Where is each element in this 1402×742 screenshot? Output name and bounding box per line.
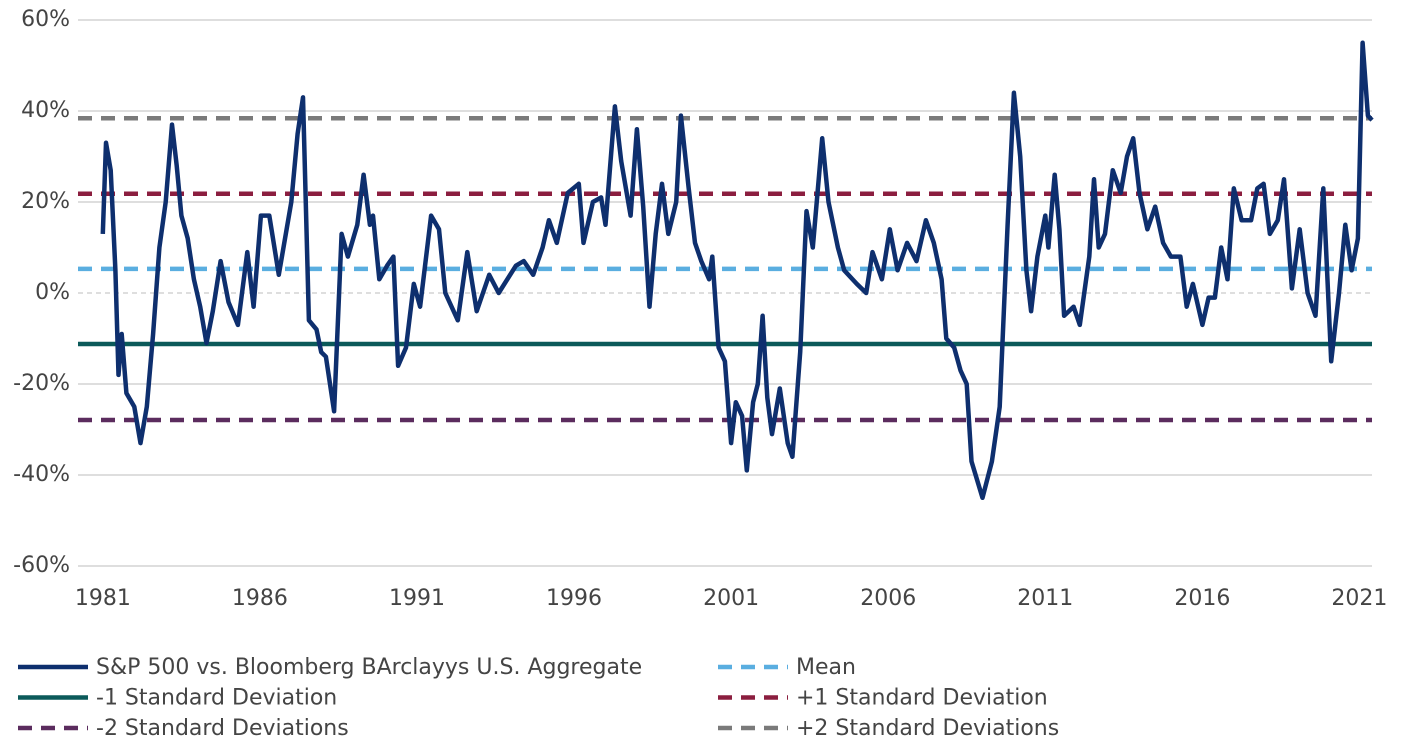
legend-label: +2 Standard Deviations xyxy=(796,716,1059,741)
series-line xyxy=(100,40,1374,501)
legend-label: -2 Standard Deviations xyxy=(96,716,349,741)
x-tick-label: 1981 xyxy=(75,586,131,611)
legend-label: -1 Standard Deviation xyxy=(96,686,337,711)
x-tick-label: 1991 xyxy=(389,586,445,611)
y-tick-label: 40% xyxy=(21,98,70,123)
x-tick-label: 2006 xyxy=(860,586,916,611)
x-tick-label: 1996 xyxy=(546,586,602,611)
y-tick-label: -20% xyxy=(13,371,70,396)
x-tick-label: 2001 xyxy=(703,586,759,611)
y-tick-label: -40% xyxy=(13,462,70,487)
x-tick-label: 2021 xyxy=(1331,586,1387,611)
y-tick-label: -60% xyxy=(13,553,70,578)
x-tick-label: 2011 xyxy=(1017,586,1073,611)
x-tick-label: 2016 xyxy=(1174,586,1230,611)
legend-label: +1 Standard Deviation xyxy=(796,686,1048,711)
legend-label: S&P 500 vs. Bloomberg BArclayys U.S. Agg… xyxy=(96,655,642,680)
legend-label: Mean xyxy=(796,655,856,680)
x-tick-label: 1986 xyxy=(232,586,288,611)
y-tick-label: 20% xyxy=(21,189,70,214)
y-tick-label: 0% xyxy=(35,280,70,305)
y-tick-label: 60% xyxy=(21,7,70,32)
